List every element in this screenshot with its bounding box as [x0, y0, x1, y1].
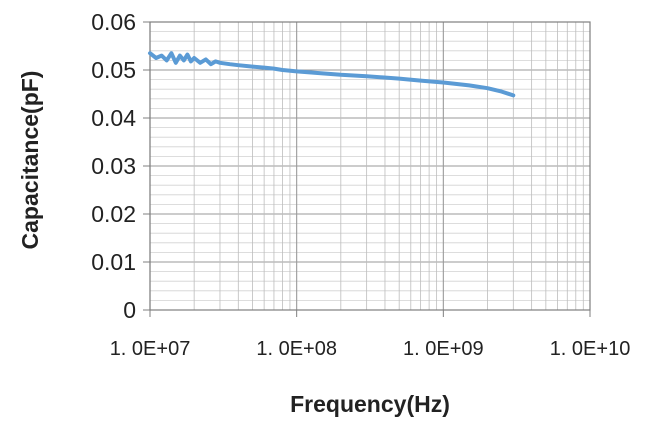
- y-tick-label: 0.03: [91, 153, 136, 179]
- x-axis-ticks: 1. 0E+07 1. 0E+08 1. 0E+09 1. 0E+10: [110, 310, 631, 360]
- y-axis-title: Capacitance(pF): [17, 71, 43, 250]
- x-axis-title: Frequency(Hz): [290, 391, 450, 417]
- y-axis-ticks: 0 0.01 0.02 0.03 0.04 0.05 0.06: [91, 9, 150, 323]
- y-tick-label: 0.05: [91, 57, 136, 83]
- y-tick-label: 0.04: [91, 105, 136, 131]
- grid: [149, 21, 590, 311]
- series-line: [148, 51, 516, 98]
- y-tick-label: 0.02: [91, 201, 136, 227]
- series-layer: [148, 51, 516, 98]
- x-tick-label: 1. 0E+08: [256, 338, 337, 360]
- y-tick-label: 0: [123, 297, 136, 323]
- y-tick-label: 0.06: [91, 9, 136, 35]
- x-tick-label: 1. 0E+10: [550, 338, 631, 360]
- x-tick-label: 1. 0E+07: [110, 338, 191, 360]
- x-tick-label: 1. 0E+09: [403, 338, 484, 360]
- y-tick-label: 0.01: [91, 249, 136, 275]
